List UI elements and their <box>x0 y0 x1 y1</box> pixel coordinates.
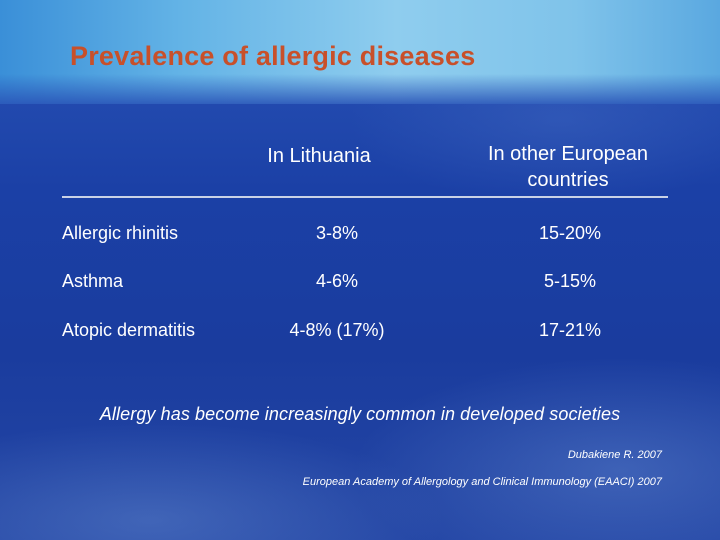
reference-eaaci: European Academy of Allergology and Clin… <box>302 476 662 488</box>
cell-lithuania-allergic-rhinitis: 3-8% <box>315 223 359 243</box>
row-label-allergic-rhinitis: Allergic rhinitis <box>62 223 179 243</box>
header-divider <box>62 196 668 198</box>
row-label-atopic-dermatitis: Atopic dermatitis <box>62 320 196 340</box>
column-header-lithuania: In Lithuania <box>267 145 371 167</box>
row-label-asthma: Asthma <box>62 271 124 291</box>
cell-europe-allergic-rhinitis: 15-20% <box>538 223 602 243</box>
cell-lithuania-asthma: 4-6% <box>315 271 359 291</box>
column-header-europe: In other European countries <box>487 143 649 191</box>
cell-europe-asthma: 5-15% <box>543 271 597 291</box>
reference-dubakiene: Dubakiene R. 2007 <box>567 449 662 461</box>
title-band <box>0 0 720 104</box>
summary-note: Allergy has become increasingly common i… <box>99 404 621 424</box>
slide-title: Prevalence of allergic diseases <box>70 41 476 71</box>
cell-europe-atopic-dermatitis: 17-21% <box>538 320 602 340</box>
cell-lithuania-atopic-dermatitis: 4-8% (17%) <box>289 320 385 340</box>
